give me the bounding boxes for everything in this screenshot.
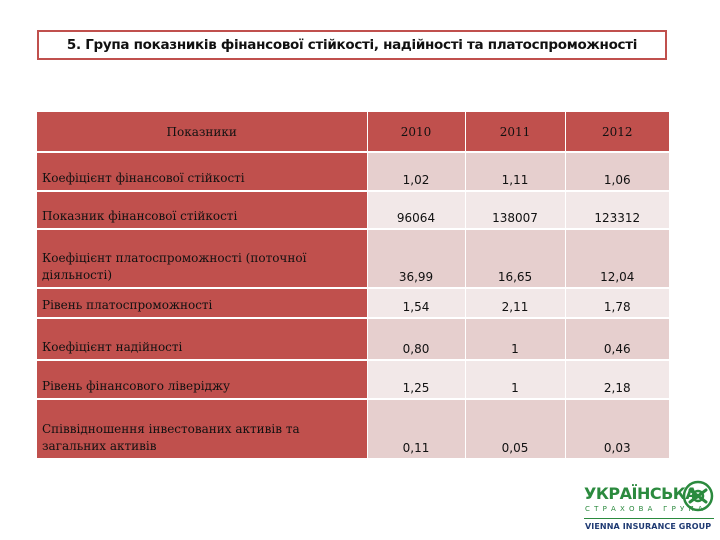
cell-2012: 12,04	[565, 228, 669, 288]
header-2011: 2011	[465, 112, 566, 152]
table-row: Показник фінансової стійкості 96064 1380…	[37, 190, 669, 229]
cell-2011: 2,11	[465, 287, 566, 318]
indicators-table: Показники 2010 2011 2012 Коефіцієнт фіна…	[37, 112, 669, 458]
cell-2011: 1	[465, 359, 566, 399]
cell-2010: 1,02	[367, 151, 466, 191]
table-row: Коефіцієнт платоспроможності (поточної д…	[37, 228, 669, 288]
company-logo: УКРАЇНСЬКА СТРАХОВА ГРУПА VIENNA INSURAN…	[584, 478, 720, 540]
table-row: Співвідношення інвестованих активів та з…	[37, 398, 669, 458]
row-label: Коефіцієнт фінансової стійкості	[37, 151, 368, 191]
cell-2010: 0,80	[367, 317, 466, 360]
cell-2010: 1,25	[367, 359, 466, 399]
row-label: Співвідношення інвестованих активів та з…	[37, 398, 368, 458]
cell-2012: 1,78	[565, 287, 669, 318]
table-row: Рівень платоспроможності 1,54 2,11 1,78	[37, 287, 669, 318]
header-2010: 2010	[367, 112, 466, 152]
logo-divider	[584, 518, 714, 519]
header-2012: 2012	[565, 112, 669, 152]
cell-2010: 1,54	[367, 287, 466, 318]
cell-2010: 0,11	[367, 398, 466, 458]
slide-title: 5. Група показників фінансової стійкості…	[37, 30, 667, 60]
cell-2010: 96064	[367, 190, 466, 229]
row-label: Коефіцієнт платоспроможності (поточної д…	[37, 228, 368, 288]
cell-2012: 0,03	[565, 398, 669, 458]
row-label: Показник фінансової стійкості	[37, 190, 368, 229]
table-row: Рівень фінансового ліверіджу 1,25 1 2,18	[37, 359, 669, 399]
cell-2012: 0,46	[565, 317, 669, 360]
header-indicator: Показники	[37, 112, 368, 152]
knot-emblem-icon	[682, 480, 714, 512]
row-label: Рівень фінансового ліверіджу	[37, 359, 368, 399]
cell-2012: 123312	[565, 190, 669, 229]
cell-2011: 1	[465, 317, 566, 360]
cell-2012: 2,18	[565, 359, 669, 399]
logo-subtitle: СТРАХОВА ГРУПА	[585, 505, 707, 513]
cell-2011: 1,11	[465, 151, 566, 191]
row-label: Коефіцієнт надійності	[37, 317, 368, 360]
cell-2011: 138007	[465, 190, 566, 229]
row-label: Рівень платоспроможності	[37, 287, 368, 318]
cell-2011: 0,05	[465, 398, 566, 458]
cell-2011: 16,65	[465, 228, 566, 288]
logo-group-name: VIENNA INSURANCE GROUP	[585, 522, 712, 531]
cell-2012: 1,06	[565, 151, 669, 191]
table-row: Коефіцієнт надійності 0,80 1 0,46	[37, 317, 669, 360]
cell-2010: 36,99	[367, 228, 466, 288]
logo-name: УКРАЇНСЬКА	[584, 484, 698, 503]
table-header-row: Показники 2010 2011 2012	[37, 112, 669, 152]
table-row: Коефіцієнт фінансової стійкості 1,02 1,1…	[37, 151, 669, 191]
